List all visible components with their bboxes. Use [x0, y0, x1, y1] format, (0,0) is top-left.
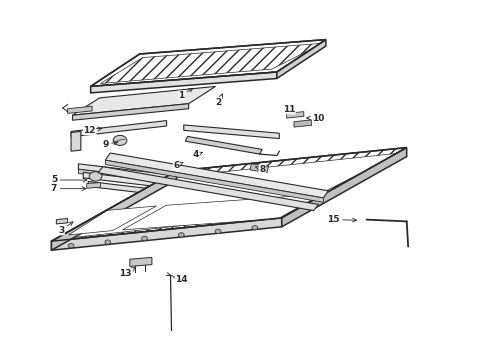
- Polygon shape: [71, 131, 81, 151]
- Polygon shape: [78, 164, 274, 193]
- Polygon shape: [51, 218, 282, 250]
- Polygon shape: [282, 148, 407, 227]
- Polygon shape: [98, 167, 318, 211]
- Polygon shape: [83, 172, 279, 201]
- Circle shape: [178, 233, 184, 237]
- Text: 15: 15: [327, 215, 356, 224]
- Circle shape: [142, 236, 147, 240]
- Polygon shape: [56, 219, 68, 224]
- Circle shape: [89, 172, 102, 181]
- Polygon shape: [73, 86, 216, 115]
- Polygon shape: [130, 257, 152, 266]
- Polygon shape: [87, 183, 100, 188]
- Polygon shape: [91, 72, 277, 93]
- Text: 8: 8: [256, 165, 265, 174]
- Polygon shape: [73, 104, 189, 120]
- Text: 7: 7: [50, 184, 86, 193]
- Text: 12: 12: [83, 126, 102, 135]
- Circle shape: [252, 225, 258, 230]
- Polygon shape: [250, 164, 269, 172]
- Text: 9: 9: [102, 140, 118, 149]
- Polygon shape: [91, 40, 326, 86]
- Text: 11: 11: [283, 105, 295, 114]
- Polygon shape: [184, 125, 279, 139]
- Text: 10: 10: [307, 113, 325, 122]
- Polygon shape: [105, 153, 328, 198]
- Text: 2: 2: [215, 94, 222, 107]
- Polygon shape: [105, 160, 323, 202]
- Polygon shape: [294, 120, 312, 127]
- Polygon shape: [287, 112, 304, 118]
- Polygon shape: [51, 171, 176, 250]
- Text: 3: 3: [58, 222, 73, 235]
- Text: 13: 13: [119, 267, 135, 278]
- Text: 4: 4: [193, 150, 202, 159]
- Text: 6: 6: [173, 161, 183, 170]
- Polygon shape: [71, 121, 167, 137]
- Polygon shape: [122, 194, 322, 230]
- Circle shape: [68, 243, 74, 248]
- Text: 5: 5: [51, 175, 87, 184]
- Polygon shape: [78, 169, 274, 197]
- Circle shape: [113, 135, 127, 145]
- Polygon shape: [68, 106, 92, 113]
- Polygon shape: [64, 153, 401, 238]
- Text: 14: 14: [173, 275, 188, 284]
- Text: 1: 1: [178, 88, 193, 100]
- Polygon shape: [69, 206, 156, 235]
- Polygon shape: [277, 40, 326, 78]
- Polygon shape: [88, 181, 284, 210]
- Polygon shape: [51, 148, 407, 241]
- Circle shape: [105, 240, 111, 244]
- Polygon shape: [185, 136, 262, 154]
- Circle shape: [215, 229, 221, 234]
- Polygon shape: [100, 43, 323, 84]
